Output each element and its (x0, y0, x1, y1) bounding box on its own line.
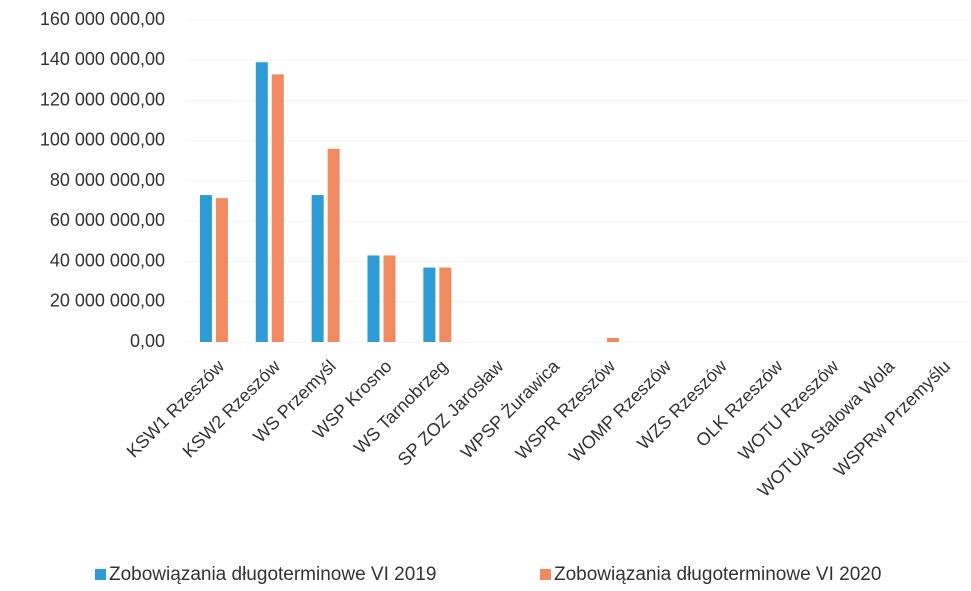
y-tick-label: 40 000 000,00 (50, 250, 165, 270)
legend-label: Zobowiązania długoterminowe VI 2019 (109, 564, 436, 585)
y-tick-label: 140 000 000,00 (40, 49, 165, 69)
bar (311, 195, 324, 342)
y-tick-label: 0,00 (130, 331, 165, 351)
bar (199, 195, 212, 342)
y-tick-label: 80 000 000,00 (50, 170, 165, 190)
x-tick-label: WOMP Rzeszów (565, 355, 676, 466)
legend-swatch (540, 569, 551, 580)
bar (327, 148, 340, 342)
legend-label: Zobowiązania długoterminowe VI 2020 (554, 564, 881, 585)
bar (271, 74, 284, 343)
x-tick-label: WPSP Żurawica (457, 355, 564, 462)
x-tick-label: SP ZOZ Jarosław (394, 355, 508, 469)
bar (383, 255, 396, 342)
x-tick-label: WOTU Rzeszów (734, 355, 843, 464)
bar (606, 337, 619, 342)
y-tick-label: 60 000 000,00 (50, 210, 165, 230)
legend-swatch (95, 569, 106, 580)
x-tick-label: KSW1 Rzeszów (123, 355, 229, 461)
y-tick-label: 120 000 000,00 (40, 89, 165, 109)
x-tick-label: KSW2 Rzeszów (179, 355, 285, 461)
bar (423, 267, 436, 342)
x-tick-label: WSPR Rzeszów (512, 355, 620, 463)
bar (215, 198, 228, 342)
y-tick-label: 100 000 000,00 (40, 130, 165, 150)
bar (367, 255, 380, 342)
y-tick-label: 160 000 000,00 (40, 9, 165, 29)
bar (439, 267, 452, 342)
bar (255, 62, 268, 342)
y-tick-label: 20 000 000,00 (50, 291, 165, 311)
